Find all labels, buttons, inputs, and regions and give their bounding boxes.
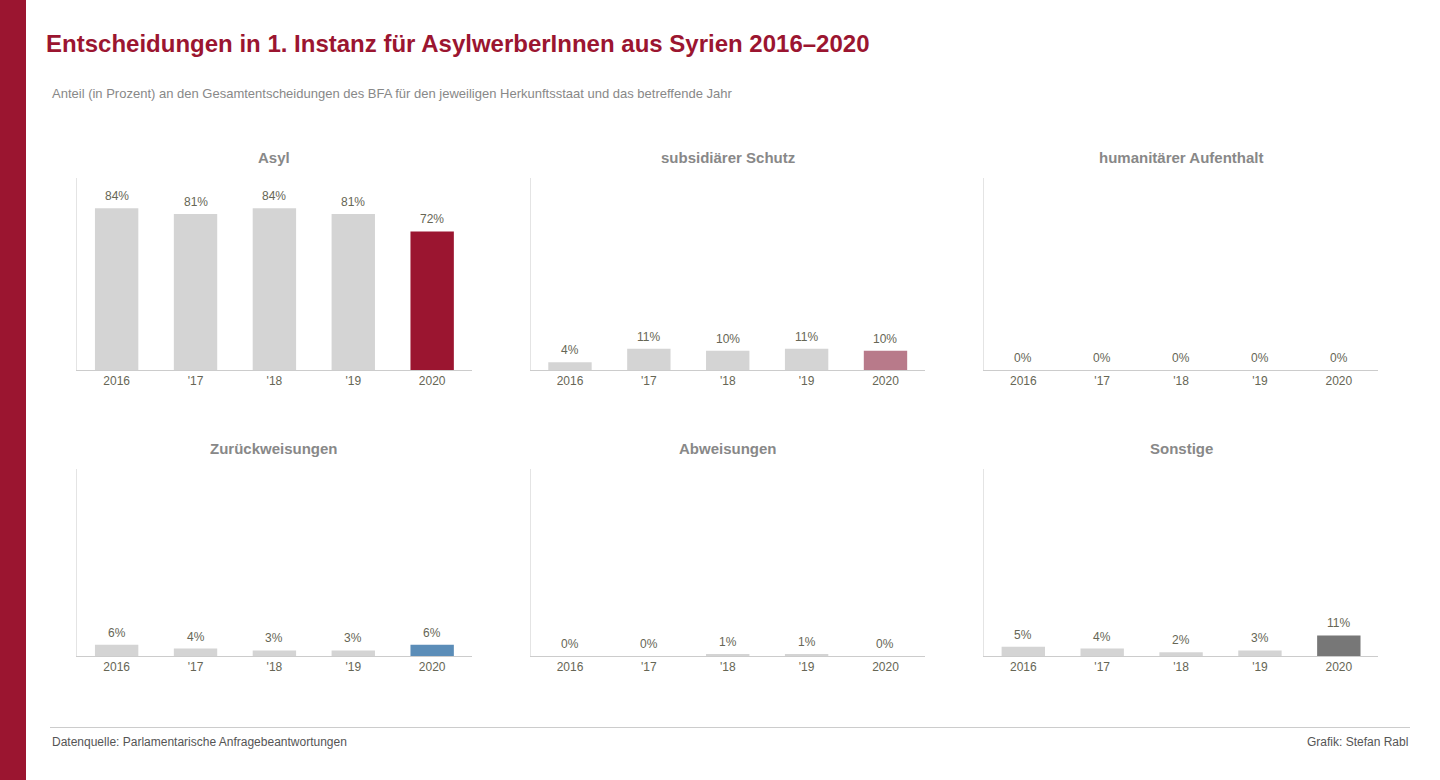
svg-text:10%: 10% <box>716 332 740 346</box>
svg-text:11%: 11% <box>637 330 660 344</box>
svg-text:'19: '19 <box>799 660 815 674</box>
svg-text:'18: '18 <box>267 374 283 388</box>
svg-text:'17: '17 <box>188 374 204 388</box>
svg-text:0%: 0% <box>640 637 658 651</box>
svg-text:'17: '17 <box>641 660 657 674</box>
svg-text:Entscheidungen in 1. Instanz f: Entscheidungen in 1. Instanz für Asylwer… <box>46 30 869 57</box>
svg-text:1%: 1% <box>798 635 816 649</box>
svg-text:84%: 84% <box>105 189 129 203</box>
svg-text:Zurückweisungen: Zurückweisungen <box>210 440 338 457</box>
svg-text:0%: 0% <box>1251 351 1269 365</box>
svg-text:'17: '17 <box>1094 374 1110 388</box>
svg-text:4%: 4% <box>187 630 205 644</box>
svg-text:1%: 1% <box>719 635 737 649</box>
svg-text:'18: '18 <box>267 660 283 674</box>
svg-text:0%: 0% <box>1330 351 1348 365</box>
svg-text:Asyl: Asyl <box>258 149 290 166</box>
svg-text:'19: '19 <box>799 374 815 388</box>
svg-text:2016: 2016 <box>1010 660 1037 674</box>
svg-text:'19: '19 <box>345 660 361 674</box>
svg-text:'17: '17 <box>1094 660 1110 674</box>
svg-text:0%: 0% <box>561 637 579 651</box>
svg-text:'18: '18 <box>720 660 736 674</box>
svg-text:2016: 2016 <box>103 374 130 388</box>
svg-text:Grafik: Stefan Rabl: Grafik: Stefan Rabl <box>1307 735 1408 749</box>
svg-text:2020: 2020 <box>419 660 446 674</box>
svg-text:4%: 4% <box>1093 630 1111 644</box>
svg-text:84%: 84% <box>262 189 286 203</box>
svg-text:0%: 0% <box>1172 351 1190 365</box>
svg-text:72%: 72% <box>420 212 444 226</box>
svg-text:'18: '18 <box>1173 660 1189 674</box>
svg-text:11%: 11% <box>1327 616 1350 630</box>
svg-text:0%: 0% <box>876 637 894 651</box>
svg-text:humanitärer Aufenthalt: humanitärer Aufenthalt <box>1099 149 1263 166</box>
svg-text:'19: '19 <box>345 374 361 388</box>
svg-text:'18: '18 <box>720 374 736 388</box>
svg-text:Sonstige: Sonstige <box>1150 440 1213 457</box>
svg-text:Anteil (in Prozent) an den Ges: Anteil (in Prozent) an den Gesamtentsche… <box>52 86 732 101</box>
svg-text:3%: 3% <box>265 631 283 645</box>
svg-text:3%: 3% <box>344 631 362 645</box>
svg-text:5%: 5% <box>1014 628 1032 642</box>
svg-text:2016: 2016 <box>557 660 584 674</box>
svg-text:'19: '19 <box>1252 374 1268 388</box>
svg-text:0%: 0% <box>1093 351 1111 365</box>
svg-text:2016: 2016 <box>1010 374 1037 388</box>
svg-text:2016: 2016 <box>557 374 584 388</box>
svg-text:11%: 11% <box>795 330 818 344</box>
svg-text:'17: '17 <box>641 374 657 388</box>
svg-text:Datenquelle: Parlamentarische: Datenquelle: Parlamentarische Anfragebea… <box>52 735 347 749</box>
svg-text:subsidiärer Schutz: subsidiärer Schutz <box>661 149 795 166</box>
svg-text:2%: 2% <box>1172 633 1190 647</box>
svg-text:2020: 2020 <box>1325 374 1352 388</box>
svg-text:10%: 10% <box>873 332 897 346</box>
svg-text:2020: 2020 <box>419 374 446 388</box>
svg-text:81%: 81% <box>341 195 365 209</box>
svg-text:6%: 6% <box>108 626 126 640</box>
svg-text:Abweisungen: Abweisungen <box>679 440 777 457</box>
svg-text:0%: 0% <box>1014 351 1032 365</box>
svg-text:2020: 2020 <box>1325 660 1352 674</box>
svg-text:81%: 81% <box>184 195 208 209</box>
svg-text:2020: 2020 <box>872 660 899 674</box>
svg-text:'17: '17 <box>188 660 204 674</box>
svg-text:2016: 2016 <box>103 660 130 674</box>
svg-text:2020: 2020 <box>872 374 899 388</box>
svg-text:'18: '18 <box>1173 374 1189 388</box>
svg-text:4%: 4% <box>561 343 579 357</box>
svg-text:'19: '19 <box>1252 660 1268 674</box>
svg-text:3%: 3% <box>1251 631 1269 645</box>
svg-text:6%: 6% <box>423 626 441 640</box>
